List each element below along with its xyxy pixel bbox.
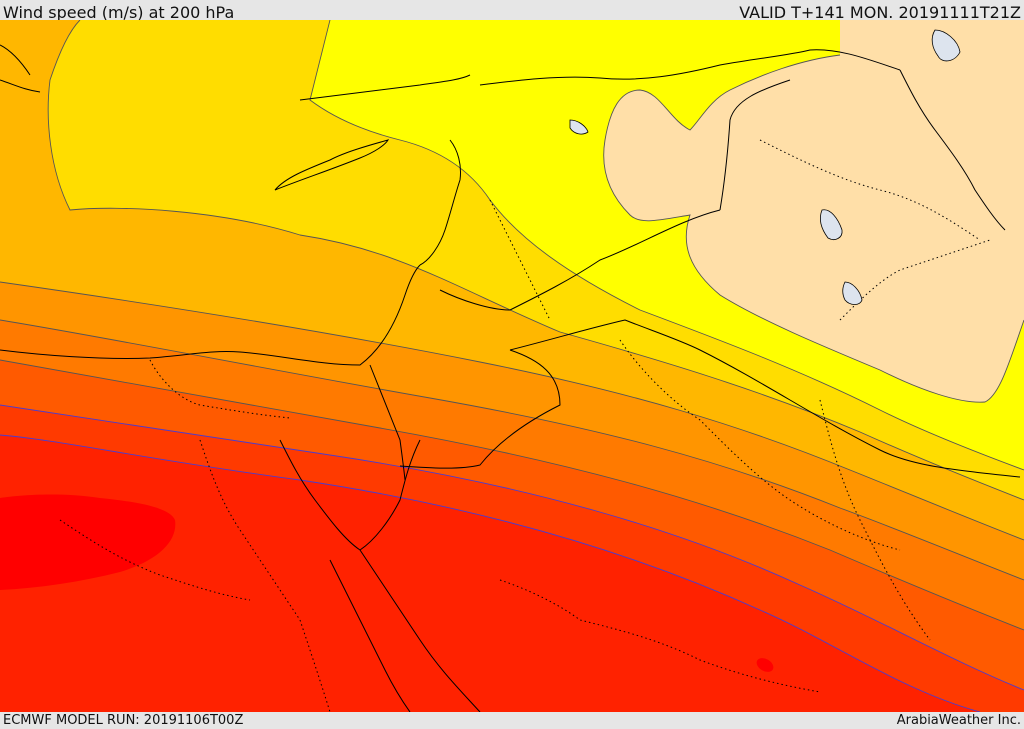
band-max <box>0 494 176 590</box>
speed-contours <box>0 20 1024 712</box>
map-footer: ECMWF MODEL RUN: 20191106T00Z ArabiaWeat… <box>0 712 1024 729</box>
model-run-label: ECMWF MODEL RUN: 20191106T00Z <box>3 713 244 728</box>
map-title: Wind speed (m/s) at 200 hPa <box>3 3 235 22</box>
lakes <box>569 29 961 305</box>
credit-label: ArabiaWeather Inc. <box>896 713 1021 728</box>
coastlines <box>0 44 481 712</box>
political-borders <box>369 49 1021 481</box>
band-very-low <box>603 20 1024 403</box>
map-header: Wind speed (m/s) at 200 hPa VALID T+141 … <box>0 3 1024 23</box>
internal-borders <box>59 139 991 712</box>
band-max-spot <box>756 658 774 672</box>
valid-time: VALID T+141 MON. 20191111T21Z <box>739 3 1021 22</box>
wind-speed-map <box>0 20 1024 712</box>
